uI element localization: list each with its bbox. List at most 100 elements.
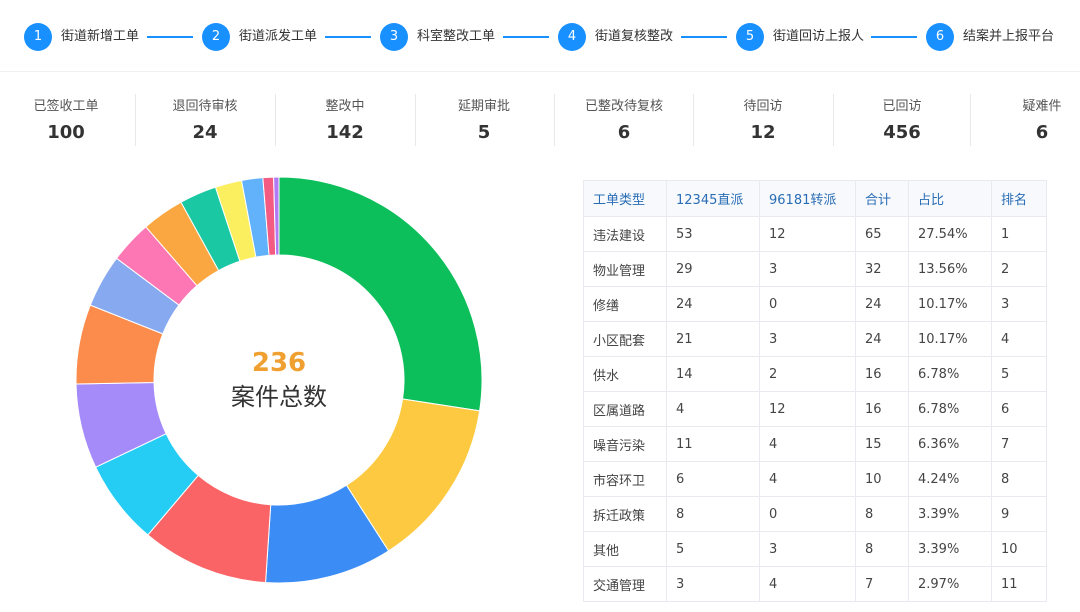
- donut-total-caption: 案件总数: [231, 383, 327, 411]
- table-row[interactable]: 交通管理 3 4 7 2.97% 11: [583, 566, 1047, 602]
- cell-ratio: 3.39%: [908, 531, 992, 567]
- stat-value: 456: [883, 122, 921, 143]
- stat-label: 已整改待复核: [584, 99, 663, 114]
- stat-returned[interactable]: 退回待审核 24: [135, 88, 275, 150]
- cell-total: 32: [855, 251, 909, 287]
- cell-total: 16: [855, 356, 909, 392]
- step-6-number[interactable]: 6: [926, 23, 954, 51]
- step-5-label[interactable]: 街道回访上报人: [773, 29, 865, 44]
- donut-total-value: 236: [251, 348, 307, 378]
- stat-pending-review[interactable]: 已整改待复核 6: [554, 88, 694, 150]
- cell-type: 修缮: [583, 286, 667, 322]
- cell-96181: 4: [759, 426, 856, 462]
- cell-type: 违法建设: [583, 216, 667, 252]
- cell-96181: 3: [759, 531, 856, 567]
- stat-value: 6: [1035, 122, 1049, 143]
- cell-ratio: 6.78%: [908, 391, 992, 427]
- stat-visited[interactable]: 已回访 456: [832, 88, 972, 150]
- cell-total: 24: [855, 286, 909, 322]
- donut-center: 236 案件总数: [76, 177, 482, 583]
- step-connector: [325, 36, 371, 38]
- stat-label: 延期审批: [457, 99, 510, 114]
- cell-rank: 1: [991, 216, 1047, 252]
- table-row[interactable]: 物业管理 29 3 32 13.56% 2: [583, 251, 1047, 287]
- cell-12345: 8: [666, 496, 760, 532]
- cell-12345: 3: [666, 566, 760, 602]
- stat-label: 已回访: [882, 99, 922, 114]
- step-2-label[interactable]: 街道派发工单: [239, 29, 318, 44]
- cell-total: 16: [855, 391, 909, 427]
- cell-12345: 4: [666, 391, 760, 427]
- table-row[interactable]: 噪音污染 11 4 15 6.36% 7: [583, 426, 1047, 462]
- table-row[interactable]: 小区配套 21 3 24 10.17% 4: [583, 321, 1047, 357]
- donut-slice-1[interactable]: [278, 177, 482, 412]
- cell-ratio: 3.39%: [908, 496, 992, 532]
- stat-extension[interactable]: 延期审批 5: [414, 88, 554, 150]
- table-row[interactable]: 其他 5 3 8 3.39% 10: [583, 531, 1047, 567]
- stat-rectifying[interactable]: 整改中 142: [275, 88, 415, 150]
- cell-12345: 29: [666, 251, 760, 287]
- table-row[interactable]: 供水 14 2 16 6.78% 5: [583, 356, 1047, 392]
- cell-12345: 5: [666, 531, 760, 567]
- col-header-total[interactable]: 合计: [855, 180, 909, 217]
- cell-rank: 5: [991, 356, 1047, 392]
- donut-svg: [76, 177, 482, 583]
- col-header-96181[interactable]: 96181转派: [759, 180, 856, 217]
- step-2-number[interactable]: 2: [202, 23, 230, 51]
- cell-rank: 6: [991, 391, 1047, 427]
- cell-type: 拆迁政策: [583, 496, 667, 532]
- table-row[interactable]: 区属道路 4 12 16 6.78% 6: [583, 391, 1047, 427]
- col-header-type[interactable]: 工单类型: [583, 180, 667, 217]
- cell-total: 8: [855, 531, 909, 567]
- cell-rank: 7: [991, 426, 1047, 462]
- col-header-12345[interactable]: 12345直派: [666, 180, 760, 217]
- cell-ratio: 4.24%: [908, 461, 992, 497]
- step-connector: [503, 36, 549, 38]
- table-row[interactable]: 违法建设 53 12 65 27.54% 1: [583, 216, 1047, 252]
- cell-ratio: 13.56%: [908, 251, 992, 287]
- stat-value: 12: [750, 122, 776, 143]
- step-1-number[interactable]: 1: [24, 23, 52, 51]
- cell-12345: 14: [666, 356, 760, 392]
- cell-96181: 2: [759, 356, 856, 392]
- stat-divider: [135, 94, 136, 146]
- step-3-label[interactable]: 科室整改工单: [417, 29, 496, 44]
- table-row[interactable]: 拆迁政策 8 0 8 3.39% 9: [583, 496, 1047, 532]
- step-4-number[interactable]: 4: [558, 23, 586, 51]
- cell-type: 噪音污染: [583, 426, 667, 462]
- cell-rank: 4: [991, 321, 1047, 357]
- stat-difficult[interactable]: 疑难件 6: [972, 88, 1080, 150]
- step-6-label[interactable]: 结案并上报平台: [963, 29, 1055, 44]
- cell-total: 24: [855, 321, 909, 357]
- cell-total: 8: [855, 496, 909, 532]
- table-row[interactable]: 市容环卫 6 4 10 4.24% 8: [583, 461, 1047, 497]
- stat-divider: [554, 94, 555, 146]
- cell-96181: 3: [759, 321, 856, 357]
- cell-type: 供水: [583, 356, 667, 392]
- donut-chart: 236 案件总数: [76, 177, 482, 583]
- stats-row: 已签收工单 100 退回待审核 24 整改中 142 延期审批 5 已整改待复核…: [0, 88, 1080, 152]
- stat-value: 5: [477, 122, 491, 143]
- stat-value: 142: [326, 122, 364, 143]
- cell-type: 其他: [583, 531, 667, 567]
- step-4-label[interactable]: 街道复核整改: [595, 29, 674, 44]
- table-row[interactable]: 修缮 24 0 24 10.17% 3: [583, 286, 1047, 322]
- step-connector: [681, 36, 727, 38]
- cell-rank: 10: [991, 531, 1047, 567]
- cell-96181: 4: [759, 461, 856, 497]
- stat-label: 整改中: [325, 99, 365, 114]
- step-5-number[interactable]: 5: [736, 23, 764, 51]
- cell-12345: 53: [666, 216, 760, 252]
- cell-96181: 4: [759, 566, 856, 602]
- col-header-ratio[interactable]: 占比: [908, 180, 992, 217]
- col-header-rank[interactable]: 排名: [991, 180, 1047, 217]
- step-1-label[interactable]: 街道新增工单: [61, 29, 140, 44]
- workflow-steps: 1 街道新增工单 2 街道派发工单 3 科室整改工单 4 街道复核整改 5 街道…: [0, 0, 1080, 72]
- donut-slice-15[interactable]: [273, 177, 280, 256]
- stat-signed[interactable]: 已签收工单 100: [0, 88, 136, 150]
- stat-pending-visit[interactable]: 待回访 12: [693, 88, 833, 150]
- step-3-number[interactable]: 3: [380, 23, 408, 51]
- stat-divider: [693, 94, 694, 146]
- cell-type: 小区配套: [583, 321, 667, 357]
- cell-12345: 6: [666, 461, 760, 497]
